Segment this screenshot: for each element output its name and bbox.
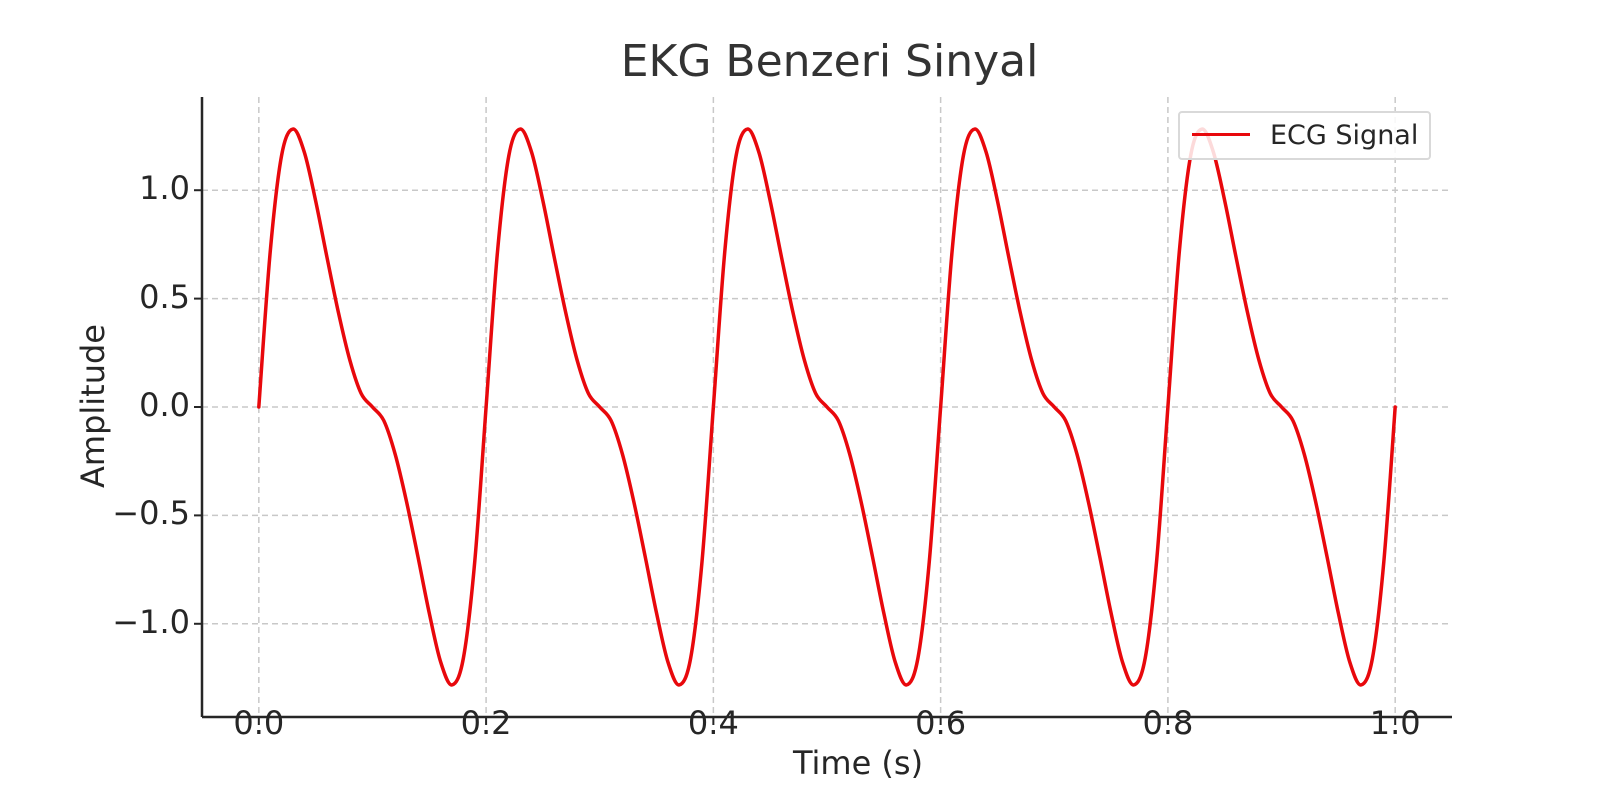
- x-tick-label: 0.2: [460, 704, 512, 742]
- x-tick-label: 0.0: [233, 704, 285, 742]
- legend-swatch: [1192, 133, 1250, 136]
- x-tick-label: 0.6: [915, 704, 967, 742]
- legend-label: ECG Signal: [1270, 120, 1419, 151]
- y-tick-label: 0.0: [139, 386, 190, 424]
- x-tick-label: 0.4: [687, 704, 739, 742]
- x-tick-label: 1.0: [1369, 704, 1421, 742]
- chart-title: EKG Benzeri Sinyal: [620, 36, 1039, 87]
- x-axis-label: Time (s): [792, 744, 924, 782]
- tick-marks: [194, 189, 1397, 725]
- y-tick-label: −1.0: [112, 602, 190, 641]
- y-tick-label: −0.5: [112, 494, 190, 533]
- x-tick-label: 0.8: [1142, 704, 1194, 742]
- y-tick-label: 0.5: [139, 277, 190, 316]
- y-tick-label: 1.0: [139, 169, 190, 208]
- legend: ECG Signal: [1178, 111, 1431, 160]
